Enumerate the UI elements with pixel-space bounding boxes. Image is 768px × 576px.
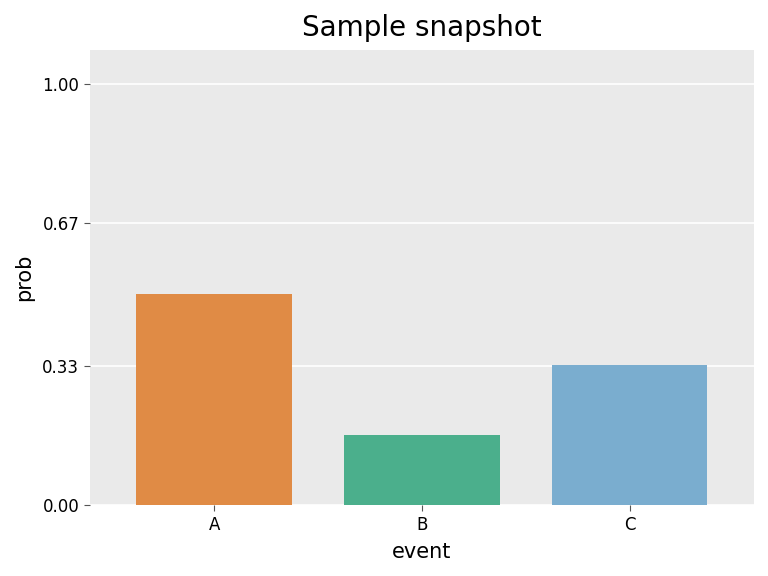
Title: Sample snapshot: Sample snapshot: [302, 14, 541, 42]
Bar: [344, 435, 500, 505]
Bar: [137, 294, 292, 505]
Y-axis label: prob: prob: [14, 254, 34, 301]
X-axis label: event: event: [392, 542, 452, 562]
Bar: [551, 365, 707, 505]
